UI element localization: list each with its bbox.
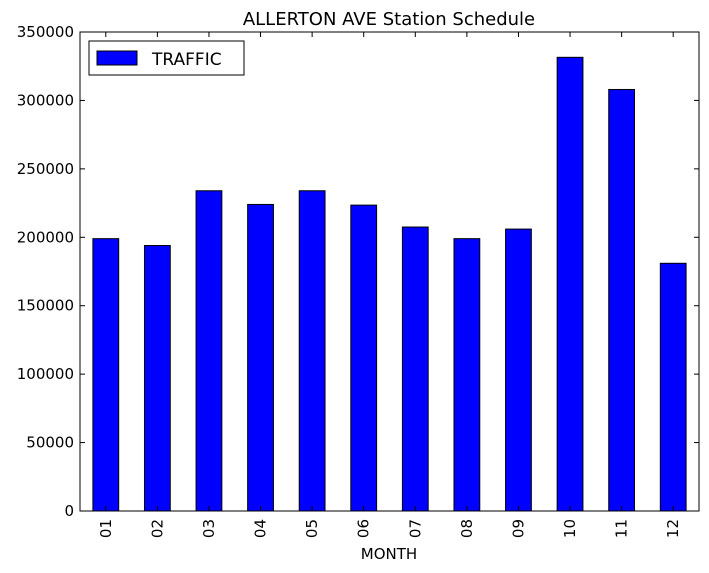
legend-swatch: [96, 50, 138, 66]
y-tick-label: 250000: [17, 160, 74, 178]
x-tick-label: 09: [509, 519, 527, 538]
plot-frame: [79, 31, 700, 512]
x-tick-label: 02: [148, 519, 166, 538]
x-tick-label: 01: [97, 519, 115, 538]
x-tick-label: 10: [561, 519, 579, 538]
x-tick-label: 04: [252, 519, 270, 538]
y-axis-ticks: 0 50000 100000 150000 200000 250000 300000 3500…: [17, 23, 699, 520]
bar-06: [350, 204, 378, 512]
legend: TRAFFIC: [88, 40, 245, 76]
bar-05: [298, 190, 326, 512]
bar-01: [92, 238, 120, 512]
x-tick-label: 05: [303, 519, 321, 538]
y-tick-label: 100000: [17, 365, 74, 383]
y-tick-label: 200000: [17, 228, 74, 246]
x-tick-label: 07: [406, 519, 424, 538]
x-tick-label: 12: [664, 519, 682, 538]
bar-02: [143, 244, 171, 512]
bar-07: [401, 226, 429, 512]
x-tick-label: 11: [613, 519, 631, 538]
y-tick-label: 50000: [26, 434, 74, 452]
chart-title: ALLERTON AVE Station Schedule: [243, 9, 535, 30]
x-tick-label: 06: [355, 519, 373, 538]
bar-09: [505, 228, 532, 512]
y-tick-label: 300000: [17, 91, 74, 109]
bar-04: [247, 203, 274, 512]
y-tick-label: 0: [64, 502, 74, 520]
bar-03: [195, 190, 223, 512]
bar-12: [659, 262, 687, 512]
y-tick-label: 350000: [17, 23, 74, 41]
bars-group: [92, 56, 687, 512]
x-tick-label: 03: [200, 519, 218, 538]
x-tick-label: 08: [458, 519, 476, 538]
y-tick-label: 150000: [17, 297, 74, 315]
bar-10: [556, 56, 584, 512]
bar-11: [608, 88, 636, 512]
x-axis-ticks: 01 02 03 04 05 06 07 08 09 10 11 12: [97, 32, 682, 538]
x-axis-label: MONTH: [361, 545, 417, 563]
legend-label: TRAFFIC: [151, 50, 222, 70]
bar-08: [453, 238, 481, 512]
